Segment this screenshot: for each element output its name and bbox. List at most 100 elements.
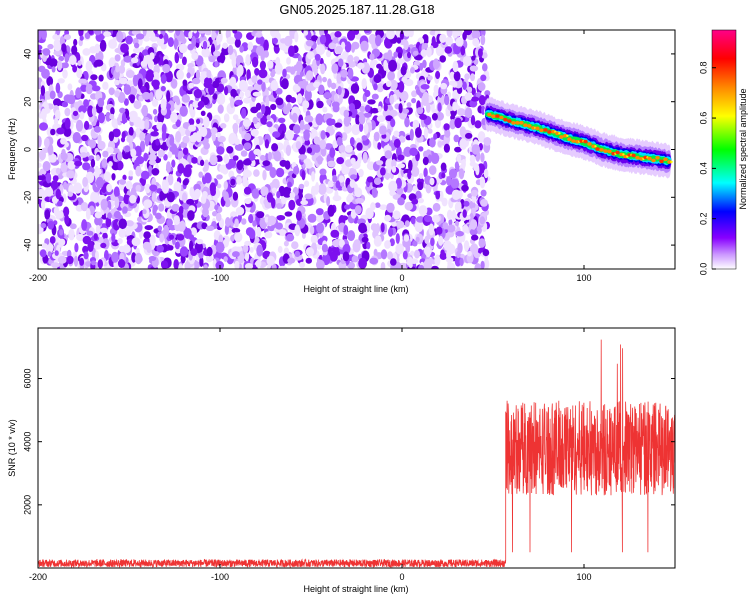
noise-blob <box>380 261 386 269</box>
noise-blob <box>93 192 100 203</box>
noise-blob <box>53 39 61 48</box>
noise-blob <box>165 103 171 110</box>
noise-blob <box>75 119 84 132</box>
noise-blob <box>263 199 269 205</box>
noise-blob <box>295 210 302 221</box>
noise-blob <box>210 127 218 135</box>
ridge-peak <box>622 153 625 156</box>
noise-blob <box>57 60 63 71</box>
noise-blob <box>275 167 285 178</box>
noise-blob <box>47 243 54 251</box>
noise-blob <box>262 160 271 167</box>
noise-blob <box>182 147 189 155</box>
noise-blob <box>108 131 115 142</box>
noise-blob <box>168 234 175 240</box>
ridge-peak <box>543 128 548 132</box>
noise-blob <box>412 119 420 130</box>
noise-blob <box>102 150 109 158</box>
noise-blob <box>419 114 428 120</box>
noise-blob <box>142 209 147 215</box>
noise-blob <box>113 186 120 198</box>
noise-blob <box>276 191 281 199</box>
noise-blob <box>129 194 137 204</box>
noise-blob <box>58 55 65 62</box>
snr-frame <box>37 327 676 569</box>
noise-blob <box>187 63 194 68</box>
noise-blob <box>282 68 287 78</box>
noise-blob <box>112 128 121 138</box>
noise-blob <box>145 71 155 82</box>
noise-blob <box>454 117 462 129</box>
noise-blob <box>483 258 490 269</box>
noise-blob <box>186 72 191 79</box>
noise-blob <box>336 136 343 146</box>
noise-blob <box>178 191 183 197</box>
noise-blob <box>234 260 240 269</box>
noise-blob <box>152 206 157 216</box>
noise-blob <box>455 230 464 237</box>
noise-blob <box>204 172 212 184</box>
noise-blob <box>363 112 372 118</box>
noise-blob <box>287 257 296 264</box>
noise-blob <box>380 167 386 176</box>
noise-blob <box>293 124 301 135</box>
noise-blob <box>256 211 265 219</box>
noise-blob <box>313 144 321 153</box>
noise-blob <box>223 191 229 202</box>
noise-blob <box>217 104 224 114</box>
noise-blob <box>195 69 201 80</box>
noise-blob <box>206 69 212 79</box>
noise-blob <box>210 188 217 196</box>
noise-blob <box>134 42 140 49</box>
noise-blob <box>434 254 441 267</box>
noise-blob <box>245 227 254 237</box>
noise-blob <box>243 142 252 150</box>
noise-blob <box>41 30 47 40</box>
noise-blob <box>397 197 405 206</box>
noise-blob <box>160 74 167 84</box>
noise-blob <box>219 51 225 64</box>
noise-blob <box>263 39 269 52</box>
noise-blob <box>480 74 487 82</box>
noise-blob <box>62 69 68 79</box>
noise-blob <box>201 47 210 58</box>
noise-blob <box>311 171 316 182</box>
noise-blob <box>114 196 120 209</box>
noise-blob <box>258 68 268 79</box>
ridge-peak <box>667 160 672 164</box>
noise-blob <box>423 167 428 178</box>
noise-blob <box>334 122 343 128</box>
noise-blob <box>200 195 207 204</box>
noise-blob <box>98 74 104 82</box>
noise-blob <box>396 37 402 44</box>
noise-blob <box>176 234 185 241</box>
noise-blob <box>376 63 383 69</box>
noise-blob <box>283 247 290 255</box>
spectrogram-noise <box>38 30 492 269</box>
noise-blob <box>235 206 245 216</box>
noise-blob <box>117 160 123 171</box>
noise-blob <box>304 115 314 123</box>
noise-blob <box>51 66 56 73</box>
noise-blob <box>52 34 61 41</box>
noise-blob <box>99 236 104 244</box>
noise-blob <box>427 128 433 134</box>
noise-blob <box>91 106 97 116</box>
noise-blob <box>93 125 102 133</box>
noise-blob <box>195 130 202 143</box>
noise-blob <box>452 101 457 112</box>
noise-blob <box>470 96 480 102</box>
noise-blob <box>483 137 492 146</box>
noise-blob <box>226 146 234 154</box>
noise-blob <box>88 30 94 35</box>
noise-blob <box>125 230 131 236</box>
snr-axes: -200 -100 0 100 2000 4000 6000 <box>22 328 675 582</box>
noise-blob <box>42 161 51 172</box>
noise-blob <box>423 37 429 44</box>
noise-blob <box>276 203 282 209</box>
noise-blob <box>230 235 235 242</box>
ridge-peak <box>531 126 536 130</box>
noise-blob <box>166 161 171 174</box>
noise-blob <box>275 88 283 95</box>
noise-blob <box>178 263 183 269</box>
